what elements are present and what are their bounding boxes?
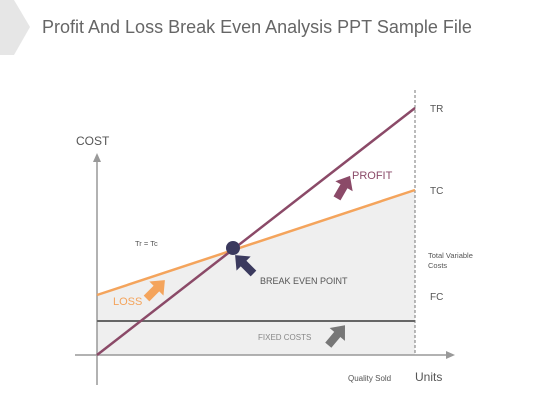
fixed-cost-arrow bbox=[325, 325, 345, 348]
loss-label: LOSS bbox=[113, 296, 142, 308]
y-axis-label: COST bbox=[76, 134, 110, 148]
total-cost-line bbox=[96, 188, 416, 297]
x-axis-arrow bbox=[446, 351, 455, 359]
x-axis-label: Units bbox=[415, 370, 442, 384]
break-even-arrow bbox=[235, 255, 257, 277]
fc-label: FC bbox=[430, 292, 443, 303]
profit-arrow bbox=[333, 175, 353, 201]
y-axis-arrow bbox=[93, 153, 101, 162]
x-axis-sublabel: Quality Sold bbox=[348, 374, 391, 383]
profit-label: PROFIT bbox=[352, 170, 393, 182]
shaded-area bbox=[97, 190, 415, 355]
revenue-line bbox=[96, 107, 416, 356]
equation-label: Tr = Tc bbox=[135, 239, 158, 248]
variable-cost-label: Total Variable bbox=[428, 251, 473, 260]
break-even-point bbox=[226, 241, 240, 255]
break-even-label: BREAK EVEN POINT bbox=[260, 276, 348, 286]
fixed-costs-label: FIXED COSTS bbox=[258, 333, 311, 342]
loss-arrow bbox=[143, 280, 165, 302]
slide-title: Profit And Loss Break Even Analysis PPT … bbox=[42, 17, 472, 37]
variable-cost-label: Costs bbox=[428, 261, 447, 270]
tr-label: TR bbox=[430, 104, 443, 115]
corner-chevron bbox=[0, 0, 30, 55]
tc-label: TC bbox=[430, 186, 443, 197]
